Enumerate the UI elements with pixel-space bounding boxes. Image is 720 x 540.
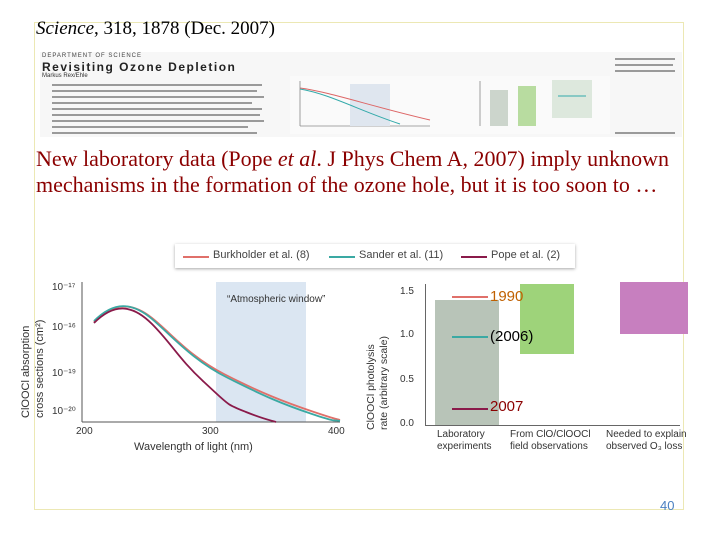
slide-frame <box>34 22 684 510</box>
article-mini-figure <box>290 76 610 134</box>
bar-label-line1: Laboratory <box>437 429 485 440</box>
atmospheric-window-label: “Atmospheric window” <box>227 294 325 305</box>
slide-caption: New laboratory data (Pope et al. J Phys … <box>36 146 686 198</box>
legend-swatch-sander <box>329 256 355 258</box>
bar-label-line1: From ClO/ClOOCl <box>510 429 591 440</box>
y-tick-label: 10⁻¹⁶ <box>52 322 76 333</box>
rate-tick: 0.5 <box>400 374 414 385</box>
page-number: 40 <box>660 498 675 513</box>
overlay-2006: (2006) <box>490 328 534 345</box>
lab-line-pope <box>452 408 488 410</box>
bar-label-line2: field observations <box>510 441 588 452</box>
article-scan: DEPARTMENT OF SCIENCE Revisiting Ozone D… <box>40 52 682 137</box>
bar-needed <box>620 282 688 334</box>
legend-label-pope: Pope et al. (2) <box>491 249 561 261</box>
y-tick-label: 10⁻²⁰ <box>52 406 76 417</box>
y-tick-label: 10⁻¹⁹ <box>52 368 76 379</box>
x-tick-label: 400 <box>328 426 345 437</box>
series-pope <box>93 307 277 423</box>
absorption-chart: “Atmospheric window” 10⁻¹⁷ 10⁻¹⁶ 10⁻¹⁹ 1… <box>52 282 345 453</box>
caption-part1: New laboratory data (Pope <box>36 146 278 171</box>
photolysis-y-axis-label: ClOOCl photolysis rate (arbitrary scale) <box>365 336 390 430</box>
rate-y-axis <box>425 284 426 426</box>
x-axis-label: Wavelength of light (nm) <box>134 441 253 453</box>
article-header: DEPARTMENT OF SCIENCE <box>42 53 143 59</box>
rate-ylabel-line2: rate (arbitrary scale) <box>378 336 390 430</box>
rate-tick: 0.0 <box>400 418 414 429</box>
rate-tick: 1.0 <box>400 329 414 340</box>
bar-laboratory <box>435 300 499 425</box>
legend-swatch-burkholder <box>183 256 209 258</box>
y-tick-label: 10⁻¹⁷ <box>52 282 76 293</box>
lab-line-sander <box>452 336 488 338</box>
bar-label-line2: experiments <box>437 441 492 452</box>
x-tick-label: 200 <box>76 426 93 437</box>
rate-tick: 1.5 <box>400 286 414 297</box>
absorption-y-axis-label: ClOOCl absorption cross sections (cm²) <box>20 320 46 418</box>
overlay-2007: 2007 <box>490 398 524 415</box>
citation-journal: Science <box>36 18 95 39</box>
bar-label-laboratory: Laboratory experiments <box>437 429 491 453</box>
chart-legend: Burkholder et al. (8) Sander et al. (11)… <box>175 244 575 268</box>
bar-label-needed: Needed to explain observed O₃ loss <box>606 429 687 453</box>
legend-swatch-pope <box>461 256 487 258</box>
caption-italic: et al <box>277 146 317 171</box>
rate-x-axis <box>425 425 680 426</box>
citation-details: , 318, 1878 (Dec. 2007) <box>94 18 276 39</box>
bar-field-observations <box>520 284 574 354</box>
bar-label-line1: Needed to explain <box>606 429 687 440</box>
overlay-1990: 1990 <box>490 288 524 305</box>
series-sander <box>93 305 341 422</box>
legend-label-burkholder: Burkholder et al. (8) <box>213 249 310 261</box>
bar-label-field: From ClO/ClOOCl field observations <box>510 429 591 453</box>
atmospheric-window-band <box>216 282 306 422</box>
lab-line-burkholder <box>452 296 488 298</box>
ylabel-line1: ClOOCl absorption <box>20 326 32 418</box>
caption-part2: . J Phys Chem A, 2007) imply unknown mec… <box>36 146 670 197</box>
rate-ylabel-line1: ClOOCl photolysis <box>365 344 377 430</box>
bar-label-line2: observed O₃ loss <box>606 441 683 452</box>
x-tick-label: 300 <box>202 426 219 437</box>
article-author: Markus Rex/Ehle <box>42 73 88 79</box>
citation: Science, 318, 1878 (Dec. 2007) <box>36 18 275 40</box>
article-title: Revisiting Ozone Depletion <box>42 60 237 74</box>
legend-label-sander: Sander et al. (11) <box>359 249 444 261</box>
ylabel-line2: cross sections (cm²) <box>34 320 46 418</box>
